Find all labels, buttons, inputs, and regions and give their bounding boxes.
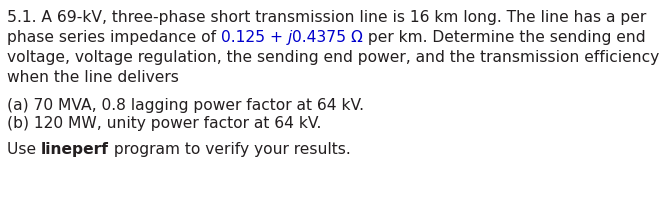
- Text: program to verify your results.: program to verify your results.: [109, 141, 350, 156]
- Text: (a) 70 MVA, 0.8 lagging power factor at 64 kV.: (a) 70 MVA, 0.8 lagging power factor at …: [7, 97, 364, 112]
- Text: per km. Determine the sending end: per km. Determine the sending end: [363, 30, 646, 45]
- Text: lineperf: lineperf: [41, 141, 109, 156]
- Text: Use: Use: [7, 141, 41, 156]
- Text: (b) 120 MW, unity power factor at 64 kV.: (b) 120 MW, unity power factor at 64 kV.: [7, 115, 321, 130]
- Text: j: j: [288, 30, 292, 45]
- Text: 0.4375 Ω: 0.4375 Ω: [292, 30, 363, 45]
- Text: voltage, voltage regulation, the sending end power, and the transmission efficie: voltage, voltage regulation, the sending…: [7, 50, 659, 65]
- Text: 5.1. A 69-kV, three-phase short transmission line is 16 km long. The line has a : 5.1. A 69-kV, three-phase short transmis…: [7, 10, 646, 25]
- Text: when the line delivers: when the line delivers: [7, 70, 179, 85]
- Text: phase series impedance of: phase series impedance of: [7, 30, 221, 45]
- Text: 0.125 +: 0.125 +: [221, 30, 288, 45]
